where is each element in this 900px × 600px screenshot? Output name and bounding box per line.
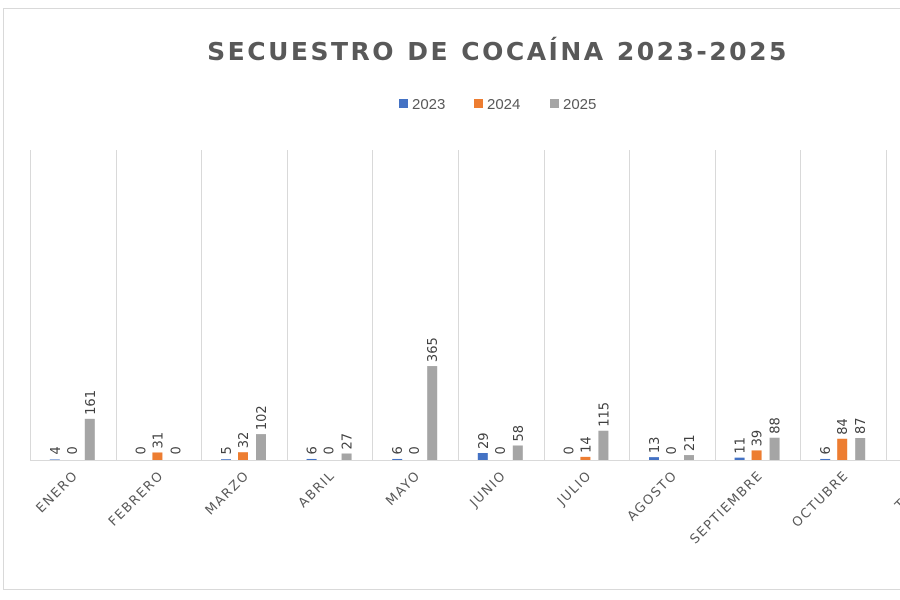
bar-2025-julio (598, 430, 609, 461)
data-label: 4 (49, 446, 64, 454)
bar-2023-agosto (649, 457, 659, 461)
data-label: 0 (66, 446, 81, 454)
data-label: 29 (477, 432, 492, 449)
data-label: 27 (341, 433, 356, 450)
bar-2023-mayo (392, 458, 403, 461)
bar-2023-marzo (221, 459, 231, 461)
legend-swatch-2023 (399, 99, 408, 108)
bar-2023-octubre (820, 458, 831, 461)
chart-title: SECUESTRO DE COCAÍNA 2023-2025 (207, 37, 789, 66)
bar-2024-febrero (152, 452, 163, 461)
bar-2023-septiembre (734, 457, 745, 461)
data-label: 87 (854, 417, 869, 434)
data-label: 0 (169, 446, 184, 454)
data-label: 102 (255, 405, 270, 430)
bar-2025-junio (512, 445, 523, 461)
data-label: 88 (769, 417, 784, 434)
bar-2025-septiembre (769, 437, 780, 461)
bar-2025-agosto (684, 455, 694, 461)
data-label: 0 (665, 446, 680, 454)
bar-2023-junio (477, 452, 488, 461)
data-label: 365 (426, 337, 441, 362)
bar-2024-septiembre (751, 450, 762, 461)
data-label: 39 (751, 430, 766, 447)
data-label: 0 (562, 446, 577, 454)
bar-2023-abril (306, 458, 317, 461)
bar-2025-abril (341, 453, 352, 461)
data-label: 6 (306, 446, 321, 454)
data-label: 161 (84, 390, 99, 415)
data-label: 84 (836, 418, 851, 435)
data-label: 6 (391, 446, 406, 454)
legend-label-2024: 2024 (487, 96, 520, 113)
bars (49, 366, 866, 461)
bar-2024-octubre (837, 438, 848, 461)
legend-label-2023: 2023 (412, 96, 445, 113)
data-label: 58 (512, 425, 527, 442)
legend: 2023 2024 2025 (399, 96, 596, 113)
bar-2025-marzo (256, 434, 266, 461)
legend-swatch-2025 (550, 99, 559, 108)
legend-swatch-2024 (474, 99, 483, 108)
data-label: 31 (151, 432, 166, 449)
category-gridlines (30, 150, 887, 461)
bar-2025-enero (84, 418, 95, 461)
data-label: 14 (579, 436, 594, 453)
data-label: 13 (648, 437, 663, 454)
data-label: 0 (323, 446, 338, 454)
bar-2025-octubre (855, 437, 866, 461)
legend-label-2025: 2025 (563, 96, 596, 113)
data-label: 0 (408, 446, 423, 454)
data-label: 21 (683, 435, 698, 452)
data-label: 115 (597, 402, 612, 427)
data-label: 32 (237, 432, 252, 449)
data-label: 6 (819, 446, 834, 454)
data-label: 0 (134, 446, 149, 454)
bar-2024-marzo (238, 452, 248, 461)
chart-border (3, 8, 900, 590)
data-label: 0 (494, 446, 509, 454)
data-label: 5 (220, 446, 235, 454)
bar-2025-mayo (427, 366, 438, 461)
data-label: 11 (734, 437, 749, 454)
bar-2024-julio (580, 456, 591, 461)
